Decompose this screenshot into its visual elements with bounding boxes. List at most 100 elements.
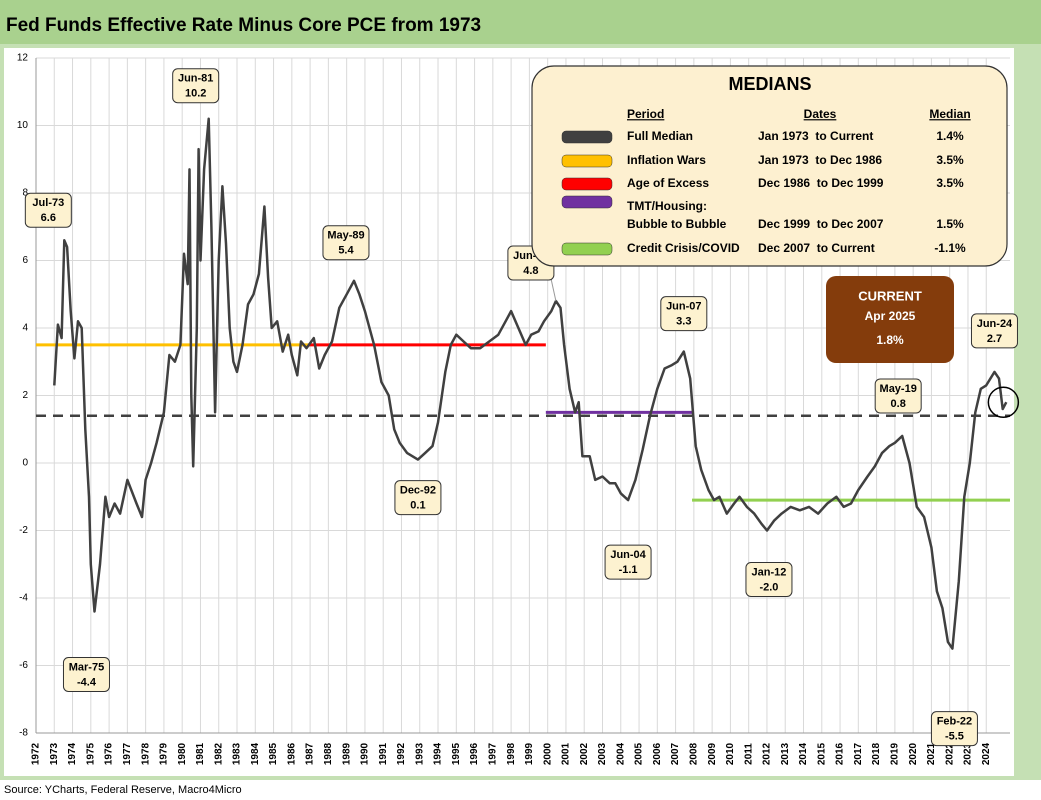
x-tick-label: 2004 (615, 742, 626, 765)
callout-box (172, 68, 220, 104)
y-tick-label: -6 (19, 660, 28, 671)
x-tick-label: 2017 (853, 742, 864, 765)
median-period: Age of Excess (627, 176, 709, 190)
current-box (826, 276, 954, 363)
medians-header: Median (929, 107, 970, 121)
median-value: 3.5% (936, 153, 964, 167)
x-tick-label: 2010 (725, 742, 736, 765)
callout-date: May-19 (880, 383, 917, 395)
median-value: 3.5% (936, 176, 964, 190)
callout-box (62, 657, 110, 692)
callout-date: May-89 (327, 230, 364, 242)
callout-value: 4.8 (523, 265, 538, 277)
x-tick-label: 1992 (396, 742, 407, 765)
x-tick-label: 2007 (670, 742, 681, 765)
x-tick-label: 1979 (159, 742, 170, 765)
y-tick-label: 2 (22, 390, 28, 401)
x-tick-label: 1974 (67, 742, 78, 765)
x-tick-label: 1989 (341, 742, 352, 765)
callout-value: 5.4 (338, 245, 354, 257)
legend-swatch (561, 154, 613, 168)
x-tick-label: 2000 (542, 742, 553, 765)
x-tick-label: 2011 (743, 743, 754, 765)
callout-box (874, 378, 922, 414)
callout-box (394, 480, 442, 516)
x-tick-label: 1987 (305, 742, 316, 765)
title-bar (0, 0, 1041, 44)
x-tick-label: 1977 (122, 742, 133, 765)
x-tick-label: 2005 (634, 742, 645, 765)
y-tick-label: 4 (22, 323, 28, 334)
legend-swatch (561, 177, 613, 191)
median-dates: Jan 1973 to Dec 1986 (758, 153, 882, 167)
x-tick-label: 2016 (835, 742, 846, 765)
x-tick-label: 2024 (981, 742, 992, 765)
medians-header: Period (627, 107, 664, 121)
y-tick-label: 6 (22, 255, 28, 266)
x-tick-label: 1991 (378, 742, 389, 765)
x-tick-label: 1981 (195, 742, 206, 765)
x-tick-label: 1986 (286, 742, 297, 765)
x-tick-label: 1980 (177, 742, 188, 765)
x-tick-label: 1976 (104, 742, 115, 765)
x-tick-label: 2020 (908, 742, 919, 765)
y-tick-label: 10 (17, 120, 29, 131)
callout-value: -2.0 (759, 581, 778, 593)
x-tick-label: 2014 (798, 742, 809, 765)
median-dates: Dec 1986 to Dec 1999 (758, 176, 884, 190)
x-tick-label: 1988 (323, 742, 334, 765)
callout-box (660, 296, 708, 332)
median-period: Credit Crisis/COVID (627, 241, 740, 255)
median-dates: Dec 1999 to Dec 2007 (758, 217, 884, 231)
current-date: Apr 2025 (865, 309, 916, 323)
median-period: TMT/Housing: (627, 199, 707, 213)
chart-title: Fed Funds Effective Rate Minus Core PCE … (6, 15, 481, 36)
callout-value: -5.5 (945, 731, 964, 743)
x-tick-label: 1999 (524, 742, 535, 765)
y-tick-label: 12 (17, 53, 29, 64)
median-dates: Dec 2007 to Current (758, 241, 875, 255)
callout-date: Feb-22 (937, 716, 972, 728)
y-tick-label: -8 (19, 728, 28, 739)
x-tick-label: 2001 (561, 742, 572, 765)
callout-box (930, 711, 978, 747)
x-tick-label: 1993 (414, 742, 425, 765)
source: Source: YCharts, Federal Reserve, Macro4… (4, 784, 242, 796)
x-tick-label: 2023 (963, 742, 974, 765)
callout-date: Jun-04 (610, 549, 646, 561)
y-tick-label: 8 (22, 188, 28, 199)
median-period: Full Median (627, 129, 693, 143)
callout-value: 3.3 (676, 316, 691, 328)
callout-date: Jan-12 (752, 566, 787, 578)
x-tick-label: 2015 (816, 742, 827, 765)
legend-swatch (561, 242, 613, 256)
x-tick-label: 1997 (487, 742, 498, 765)
legend-swatch (561, 130, 613, 144)
callout-box (745, 562, 793, 597)
x-tick-label: 2013 (780, 742, 791, 765)
y-tick-label: -2 (19, 525, 28, 536)
x-tick-label: 1998 (506, 742, 517, 765)
x-tick-label: 2021 (926, 742, 937, 765)
x-tick-label: 1984 (250, 742, 261, 765)
medians-title: MEDIANS (728, 74, 811, 94)
callout-date: Dec-92 (400, 485, 436, 497)
x-tick-label: 1995 (451, 742, 462, 765)
x-tick-label: 1994 (433, 742, 444, 765)
callout-box (322, 225, 370, 261)
median-period: Bubble to Bubble (627, 217, 727, 231)
x-tick-label: 1982 (213, 742, 224, 765)
x-tick-label: 2018 (871, 742, 882, 765)
callout-value: 0.1 (410, 500, 425, 512)
callout-box (604, 544, 652, 580)
x-tick-label: 1983 (232, 742, 243, 765)
callout-box (24, 192, 72, 228)
y-tick-label: -4 (19, 593, 28, 604)
x-tick-label: 2022 (944, 742, 955, 765)
callout-date: Jun-24 (977, 318, 1013, 330)
median-period: Inflation Wars (627, 153, 706, 167)
current-label: CURRENT (858, 288, 922, 303)
x-tick-label: 2002 (579, 742, 590, 765)
callout-date: Jun-07 (666, 301, 701, 313)
